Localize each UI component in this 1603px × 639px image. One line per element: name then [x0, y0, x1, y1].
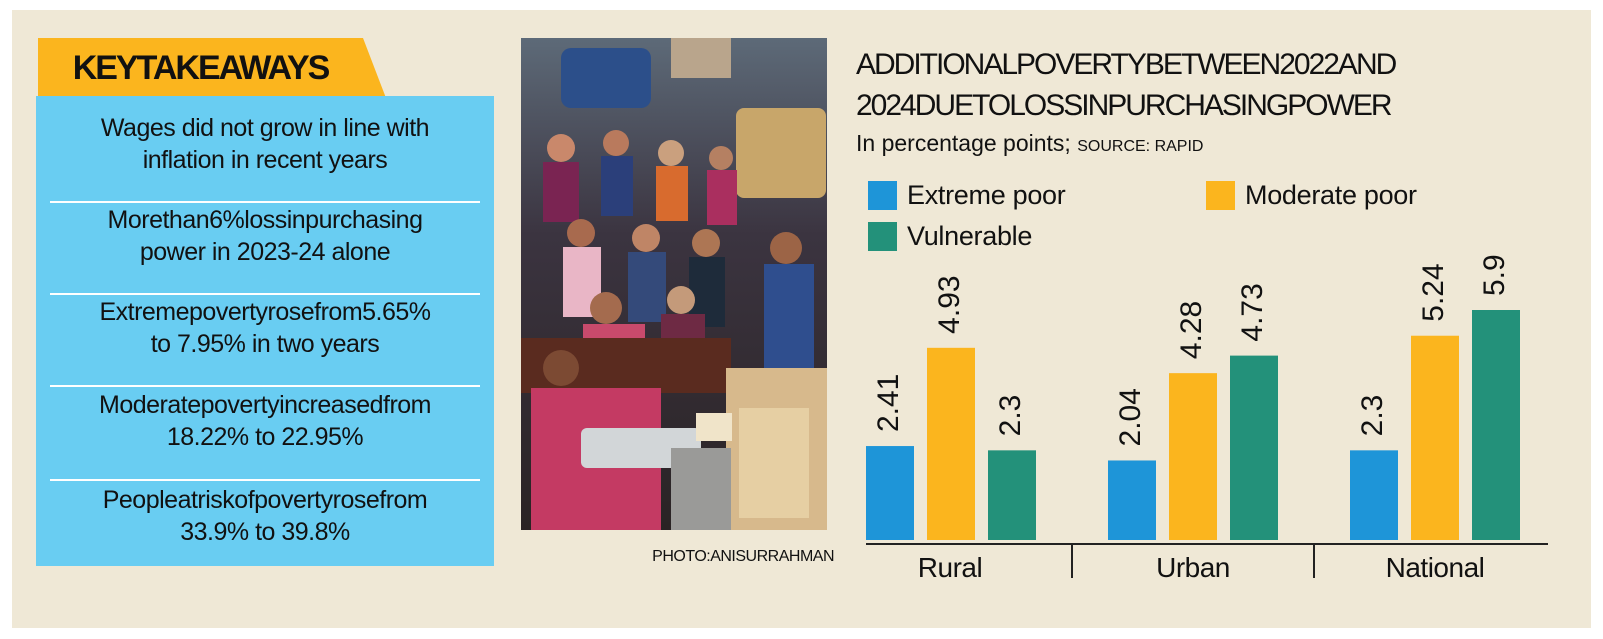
bar-rural-extreme [866, 446, 914, 540]
key-takeaways-title: KEYTAKEAWAYS [72, 48, 331, 87]
value-label: 2.3 [1356, 395, 1389, 437]
bar-rural-vulnerable [988, 450, 1036, 540]
value-label: 4.28 [1175, 301, 1208, 359]
chart-title-line-2: 2024DUETOLOSSINPURCHASINGPOWER [856, 89, 1393, 122]
takeaway-item: Morethan6%lossinpurchasing power in 2023-… [107, 206, 423, 266]
legend-item-vulnerable: Vulnerable [868, 221, 1032, 251]
value-label: 2.04 [1114, 388, 1147, 446]
takeaway-item: Wages did not grow in line with inflation… [100, 114, 430, 174]
legend-swatch-vulnerable [868, 221, 897, 251]
bar-urban-extreme [1108, 460, 1156, 540]
chart-source: SOURCE: RAPID [1077, 138, 1204, 155]
value-label: 4.73 [1236, 283, 1269, 341]
legend-swatch-moderate [1206, 180, 1235, 210]
chart-title-line-1: ADDITIONALPOVERTYBETWEEN2022AND [856, 48, 1397, 81]
takeaway-item: Extremepovertyrosefrom5.65% to 7.95% in t… [99, 298, 431, 358]
photo-credit: PHOTO:ANISURRAHMAN [652, 548, 834, 565]
key-takeaways-box: Wages did not grow in line with inflation… [36, 96, 494, 566]
takeaway-divider [50, 201, 480, 203]
bar-urban-vulnerable [1230, 355, 1278, 540]
takeaway-divider [50, 479, 480, 481]
bar-national-extreme [1350, 450, 1398, 540]
value-label: 4.93 [933, 275, 966, 333]
value-label: 2.3 [994, 395, 1027, 437]
value-label: 5.24 [1417, 263, 1450, 321]
takeaway-item: Moderatepovertyincreasedfrom 18.22% to 22… [99, 391, 432, 451]
legend-label-extreme: Extreme poor [907, 179, 1066, 210]
takeaway-item: Peopleatriskofpovertyrosefrom 33.9% to 39… [102, 486, 428, 546]
tab-shape [38, 38, 386, 98]
crowd-photo [521, 38, 827, 530]
legend-label-vulnerable: Vulnerable [907, 220, 1033, 251]
key-takeaways-tab: KEYTAKEAWAYS [38, 38, 386, 98]
bar-national-moderate [1411, 335, 1459, 540]
bar-urban-moderate [1169, 373, 1217, 540]
bar-rural-moderate [927, 347, 975, 540]
takeaway-divider [50, 385, 480, 387]
legend-label-moderate: Moderate poor [1245, 179, 1417, 210]
legend-item-moderate: Moderate poor [1206, 180, 1417, 210]
chart-subtitle: In percentage points; SOURCE: RAPID [856, 130, 1204, 156]
bar-national-vulnerable [1472, 310, 1520, 540]
category-label-urban: Urban [1156, 552, 1230, 583]
legend-swatch-extreme [868, 180, 897, 210]
value-label: 2.41 [872, 374, 905, 432]
value-label: 5.9 [1478, 254, 1511, 296]
takeaway-divider [50, 293, 480, 295]
category-label-rural: Rural [918, 552, 982, 583]
legend-item-extreme: Extreme poor [868, 179, 1066, 210]
category-label-national: National [1386, 552, 1485, 583]
